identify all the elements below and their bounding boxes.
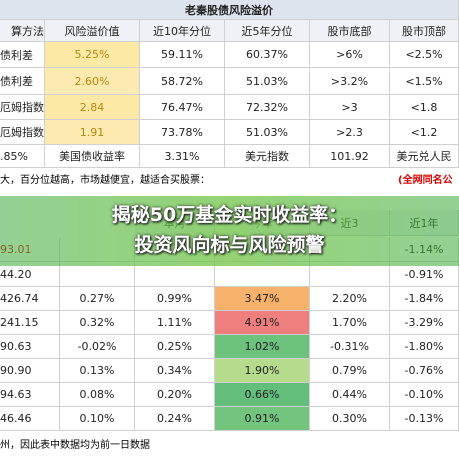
cell: 3.47%	[215, 287, 310, 311]
note-tag: (全网同名公	[398, 175, 453, 186]
cell: 1.91	[45, 120, 140, 145]
cell: 44.20	[0, 262, 60, 287]
cell: 2.60%	[45, 68, 140, 95]
cell: 90.63	[0, 335, 60, 359]
cell	[215, 262, 310, 287]
cell: 0.25%	[135, 335, 215, 359]
cell: 101.92	[310, 145, 390, 168]
cell: 90.90	[0, 359, 60, 383]
cell: 债利差	[0, 68, 45, 95]
cell: 2.20%	[310, 287, 390, 311]
cell: -0.76%	[390, 359, 459, 383]
cell: 241.15	[0, 311, 60, 335]
cell: 4.91%	[215, 311, 310, 335]
cell: 0.44%	[310, 383, 390, 407]
cell: <1.2	[390, 120, 459, 145]
cell: 58.72%	[140, 68, 225, 95]
cell: 46.46	[0, 407, 60, 431]
cell: -0.10%	[390, 383, 459, 407]
cell: <1.5%	[390, 68, 459, 95]
cell: 0.34%	[135, 359, 215, 383]
cell: 0.10%	[60, 407, 135, 431]
cell	[135, 262, 215, 287]
cell: 51.03%	[225, 68, 310, 95]
cell: 债利差	[0, 42, 45, 68]
cell: -0.31%	[310, 335, 390, 359]
cell: 1.70%	[310, 311, 390, 335]
header-cell: 算方法	[0, 20, 45, 42]
header-cell: 股市顶部	[390, 20, 459, 42]
cell: 51.03%	[225, 120, 310, 145]
cell: 0.30%	[310, 407, 390, 431]
cell: 94.63	[0, 383, 60, 407]
cell: 美元指数	[225, 145, 310, 168]
cell: 73.78%	[140, 120, 225, 145]
banner-line: 揭秘50万基金实时收益率：	[111, 204, 348, 226]
cell: 0.66%	[215, 383, 310, 407]
cell: 0.91%	[215, 407, 310, 431]
cell: 厄姆指数	[0, 95, 45, 120]
cell: 3.31%	[140, 145, 225, 168]
cell: >3.2%	[310, 68, 390, 95]
cell: 59.11%	[140, 42, 225, 68]
table-title: 老秦股债风险溢价	[0, 0, 459, 20]
cell	[60, 262, 135, 287]
header-cell: 近5年分位	[225, 20, 310, 42]
cell: -1.80%	[390, 335, 459, 359]
cell: <1.8	[390, 95, 459, 120]
cell: >6%	[310, 42, 390, 68]
cell: 厄姆指数	[0, 120, 45, 145]
cell: 1.11%	[135, 311, 215, 335]
cell: >2.3	[310, 120, 390, 145]
cell: 60.37%	[225, 42, 310, 68]
cell: 1.90%	[215, 359, 310, 383]
cell: 0.32%	[60, 311, 135, 335]
cell: 0.20%	[135, 383, 215, 407]
header-cell: 风险溢价值	[45, 20, 140, 42]
cell: 72.32%	[225, 95, 310, 120]
cell	[310, 262, 390, 287]
header-cell: 近10年分位	[140, 20, 225, 42]
cell: .85%	[0, 145, 45, 168]
cell: 76.47%	[140, 95, 225, 120]
cell: -3.29%	[390, 311, 459, 335]
cell: 0.24%	[135, 407, 215, 431]
cell: 5.25%	[45, 42, 140, 68]
cell: 0.13%	[60, 359, 135, 383]
cell: -0.13%	[390, 407, 459, 431]
cell: 0.08%	[60, 383, 135, 407]
cell: 美元兑人民	[390, 145, 459, 168]
cell: <2.5%	[390, 42, 459, 68]
cell: -0.02%	[60, 335, 135, 359]
header-cell: 股市底部	[310, 20, 390, 42]
cell: 1.02%	[215, 335, 310, 359]
cell: 0.99%	[135, 287, 215, 311]
cell: 426.74	[0, 287, 60, 311]
footer: 州，因此表中数据均为前一日数据	[0, 440, 150, 451]
cell: 0.79%	[310, 359, 390, 383]
note: 大，百分位越高，市场越便宜，越适合买股票：	[0, 175, 210, 186]
cell: 0.27%	[60, 287, 135, 311]
cell: 2.84	[45, 95, 140, 120]
cell: >3	[310, 95, 390, 120]
cell: -1.84%	[390, 287, 459, 311]
cell: 美国债收益率	[45, 145, 140, 168]
banner: 揭秘50万基金实时收益率： 投资风向标与风险预警	[0, 196, 459, 266]
banner-line: 投资风向标与风险预警	[134, 234, 325, 256]
